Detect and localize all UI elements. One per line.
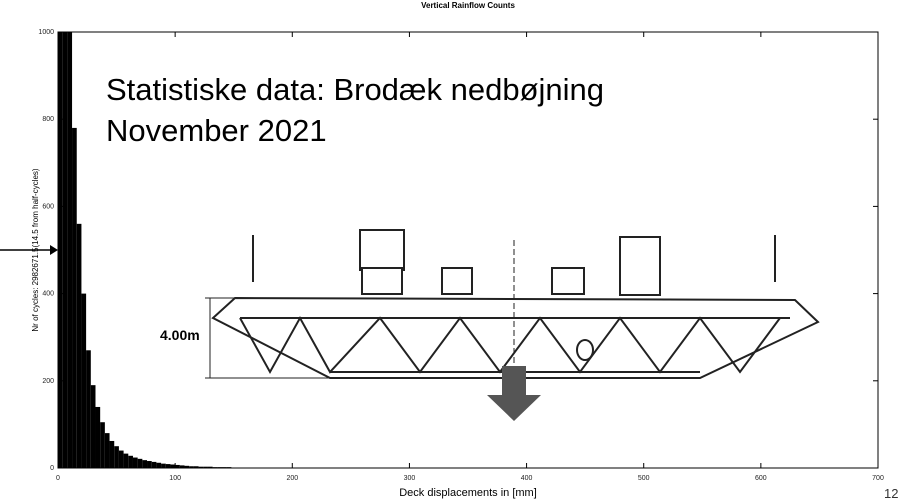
- bar: [67, 32, 73, 468]
- x-tick-label: 100: [169, 475, 181, 482]
- x-tick-label: 500: [638, 475, 650, 482]
- slide-heading: November 2021: [106, 113, 327, 148]
- bar: [62, 32, 68, 468]
- bar: [175, 464, 180, 468]
- bar: [81, 293, 87, 468]
- pointer-arrow-head: [50, 245, 58, 255]
- chart-title: Vertical Rainflow Counts: [421, 1, 515, 10]
- y-tick-label: 400: [42, 291, 54, 298]
- bar: [142, 460, 148, 468]
- bar: [151, 461, 157, 468]
- bridge-drawing: [205, 229, 820, 380]
- y-tick-label: 0: [50, 465, 54, 472]
- bar: [189, 466, 194, 468]
- bar: [165, 464, 171, 468]
- y-tick-label: 600: [42, 203, 54, 210]
- bar: [193, 466, 199, 468]
- bar: [137, 458, 143, 468]
- bar: [198, 466, 204, 468]
- bar: [90, 385, 96, 468]
- bar: [128, 455, 133, 468]
- bar: [95, 406, 101, 468]
- page-number: 12: [884, 486, 898, 501]
- bar: [100, 422, 105, 468]
- bar: [147, 461, 152, 468]
- bar: [170, 464, 176, 468]
- x-tick-label: 0: [56, 475, 60, 482]
- slide-heading: Statistiske data: Brodæk nedbøjning: [106, 72, 604, 107]
- bar: [179, 465, 185, 468]
- bar: [203, 466, 208, 468]
- x-tick-label: 600: [755, 475, 767, 482]
- histogram-bars: [58, 32, 246, 468]
- down-arrow-head: [487, 395, 541, 421]
- bar: [132, 457, 138, 468]
- dimension-label: 4.00m: [160, 327, 200, 343]
- x-axis-label: Deck displacements in [mm]: [399, 487, 537, 499]
- bar: [109, 440, 115, 468]
- x-tick-label: 700: [872, 475, 884, 482]
- bar: [118, 450, 124, 468]
- bar: [123, 453, 129, 468]
- x-tick-label: 300: [404, 475, 416, 482]
- down-arrow-shaft: [502, 366, 526, 396]
- bar: [161, 463, 166, 468]
- bar: [72, 127, 77, 468]
- plot: 0 100 200 300 400 500 600 700 0 200 400 600 800 1000: [38, 29, 884, 482]
- x-tick-label: 400: [521, 475, 533, 482]
- bar: [76, 223, 82, 468]
- y-tick-label: 200: [42, 378, 54, 385]
- bar: [184, 465, 190, 468]
- bar: [86, 350, 91, 468]
- bar: [104, 433, 110, 468]
- bar: [156, 462, 162, 468]
- x-tick-label: 200: [286, 475, 298, 482]
- y-tick-label: 800: [42, 116, 54, 123]
- bar: [58, 32, 63, 468]
- bar: [114, 446, 119, 468]
- bar: [207, 466, 213, 468]
- y-tick-label: 1000: [38, 29, 54, 36]
